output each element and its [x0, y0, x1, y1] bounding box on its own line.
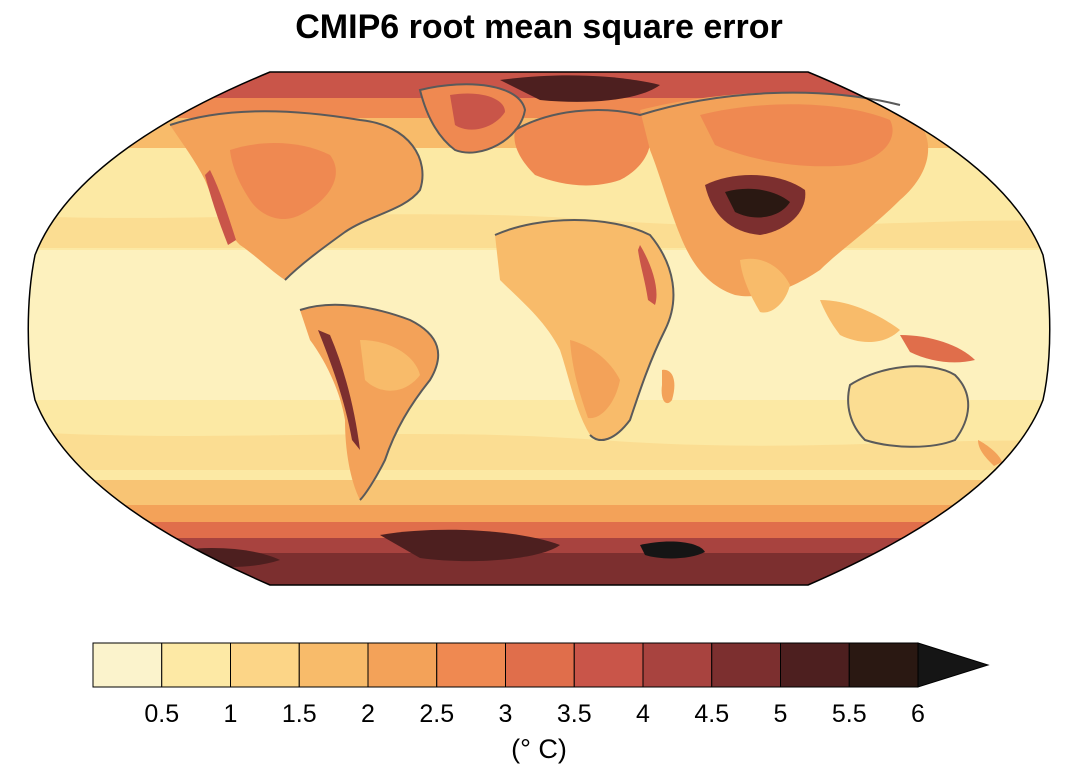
colorbar-segment	[161, 642, 231, 688]
colorbar-tick-label: 1	[223, 700, 238, 728]
colorbar-tick-label: 4	[636, 700, 650, 728]
colorbar-segment	[848, 642, 919, 688]
colorbar-tick-label: 4.5	[694, 700, 730, 728]
colorbar-tick-label: 2.5	[419, 700, 455, 728]
world-map	[27, 71, 1051, 586]
colorbar-tick-label: 2	[361, 700, 375, 728]
colorbar-tick-label: 3.5	[556, 700, 592, 728]
colorbar-units-label: (° C)	[511, 734, 567, 764]
colorbar-tick-label: 1.5	[281, 700, 317, 728]
colorbar-tick-label: 3	[498, 700, 513, 728]
colorbar-segment	[711, 642, 781, 688]
map-title: CMIP6 root mean square error	[295, 8, 783, 46]
colorbar-tick-label: 5.5	[831, 700, 867, 728]
colorbar-extend-arrow	[917, 642, 990, 688]
colorbar-tick-label: 0.5	[144, 700, 180, 728]
colorbar-segment	[573, 642, 644, 688]
colorbar-segment	[436, 642, 506, 688]
colorbar-segment	[92, 642, 163, 688]
colorbar-segment	[298, 642, 369, 688]
colorbar-tick-label: 5	[773, 700, 788, 728]
colorbar-segment	[780, 642, 850, 688]
colorbar	[92, 642, 990, 688]
colorbar-segment	[642, 642, 713, 688]
colorbar-tick-label: 6	[911, 700, 925, 728]
coastlines	[169, 83, 970, 501]
globe-border	[27, 71, 1051, 586]
colorbar-segment	[505, 642, 575, 688]
colorbar-segment	[367, 642, 438, 688]
colorbar-segment	[230, 642, 300, 688]
